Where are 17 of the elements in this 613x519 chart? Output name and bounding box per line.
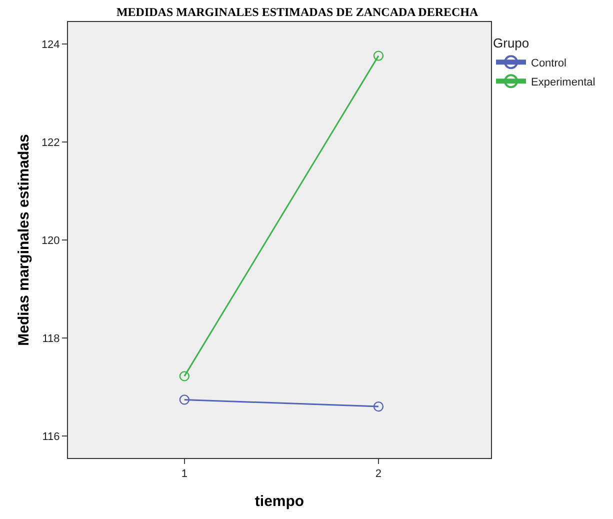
y-axis-title: Medias marginales estimadas [16,134,33,346]
legend-label: Control [531,57,566,70]
legend-label: Experimental [531,76,596,88]
y-tick-label: 120 [41,234,60,247]
y-tick-label: 118 [42,332,60,345]
y-tick-label: 116 [42,430,60,443]
x-axis-title: tiempo [254,493,304,510]
point [373,401,384,412]
point [179,394,190,405]
x-tick-label: 2 [375,468,382,480]
legend-title: Grupo [493,36,530,51]
x-tick-label: 1 [181,468,188,480]
y-tick-label: 122 [41,136,60,149]
chart-title: MEDIDAS MARGINALES ESTIMADAS DE ZANCADA DERECHA [116,5,479,20]
point [373,50,384,61]
point [179,371,190,382]
y-tick-label: 124 [41,38,60,51]
